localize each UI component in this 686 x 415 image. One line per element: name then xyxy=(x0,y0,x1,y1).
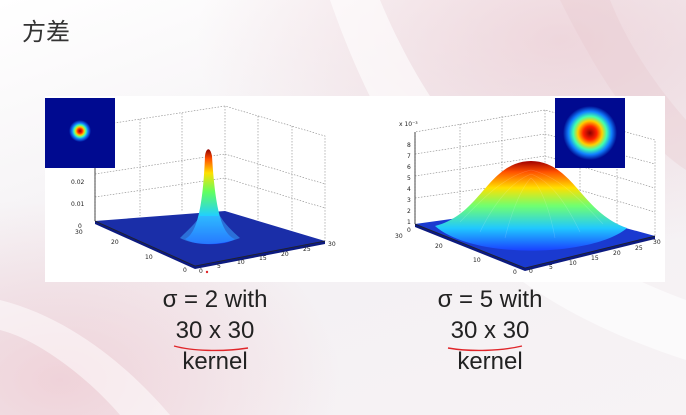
slide-title: 方差 xyxy=(22,18,70,46)
axis-exponent-label: x 10⁻³ xyxy=(399,121,418,128)
x-tick-label: 30 xyxy=(328,241,336,248)
z-tick-label: 6 xyxy=(407,164,411,171)
surface-plot-sigma-2: 0.02 0.01 0 30 20 10 0 0 5 10 15 20 25 3… xyxy=(45,98,336,275)
z-tick-label: 0.02 xyxy=(71,179,85,186)
y-tick-label: 30 xyxy=(75,229,83,236)
caption-kernel-text: kernel xyxy=(182,348,248,375)
x-tick-label: 0 xyxy=(199,268,203,275)
y-tick-label: 10 xyxy=(473,257,481,264)
z-tick-label: 0 xyxy=(78,223,82,230)
y-tick-label: 0 xyxy=(183,267,187,274)
z-tick-label: 2 xyxy=(407,208,411,215)
x-tick-label: 10 xyxy=(237,259,245,266)
z-tick-label: 0 xyxy=(407,227,411,234)
red-underline-annotation xyxy=(173,345,249,352)
x-tick-label: 25 xyxy=(635,245,643,252)
z-tick-label: 1 xyxy=(407,219,411,226)
caption-sigma-5: σ = 5 with 30 x 30 kernel xyxy=(405,284,575,377)
x-tick-label: 10 xyxy=(569,260,577,267)
caption-kernel-text: kernel xyxy=(457,348,523,375)
figure-panel: 0.02 0.01 0 30 20 10 0 0 5 10 15 20 25 3… xyxy=(45,96,665,282)
z-tick-label: 8 xyxy=(407,142,411,149)
caption-size-text: 30 x 30 xyxy=(175,317,255,344)
surface-plot-sigma-5: x 10⁻³ 8 7 6 5 4 3 2 1 0 30 20 10 0 0 5 … xyxy=(395,98,661,276)
x-tick-label: 20 xyxy=(613,250,621,257)
x-tick-label: 15 xyxy=(259,255,267,262)
x-tick-label: 20 xyxy=(281,251,289,258)
x-tick-label: 0 xyxy=(529,268,533,275)
x-tick-label: 25 xyxy=(303,246,311,253)
caption-size-text: 30 x 30 xyxy=(450,317,530,344)
caption-sigma-2: σ = 2 with 30 x 30 kernel xyxy=(130,284,300,377)
surface-peak xyxy=(435,161,627,251)
z-tick-label: 0.01 xyxy=(71,201,85,208)
x-tick-label: 5 xyxy=(217,263,221,270)
caption-sigma-text: σ = 2 with xyxy=(162,286,268,313)
z-tick-label: 4 xyxy=(407,186,411,193)
x-tick-label: 5 xyxy=(549,264,553,271)
y-tick-label: 0 xyxy=(513,269,517,276)
y-tick-label: 10 xyxy=(145,254,153,261)
x-tick-label: 15 xyxy=(591,255,599,262)
z-tick-label: 5 xyxy=(407,175,411,182)
z-tick-label: 3 xyxy=(407,197,411,204)
z-tick-label: 7 xyxy=(407,153,411,160)
y-tick-label: 30 xyxy=(395,233,403,240)
y-tick-label: 20 xyxy=(111,239,119,246)
y-tick-label: 20 xyxy=(435,243,443,250)
x-tick-label: 30 xyxy=(653,239,661,246)
caption-sigma-text: σ = 5 with xyxy=(437,286,543,313)
red-underline-annotation xyxy=(447,345,523,352)
